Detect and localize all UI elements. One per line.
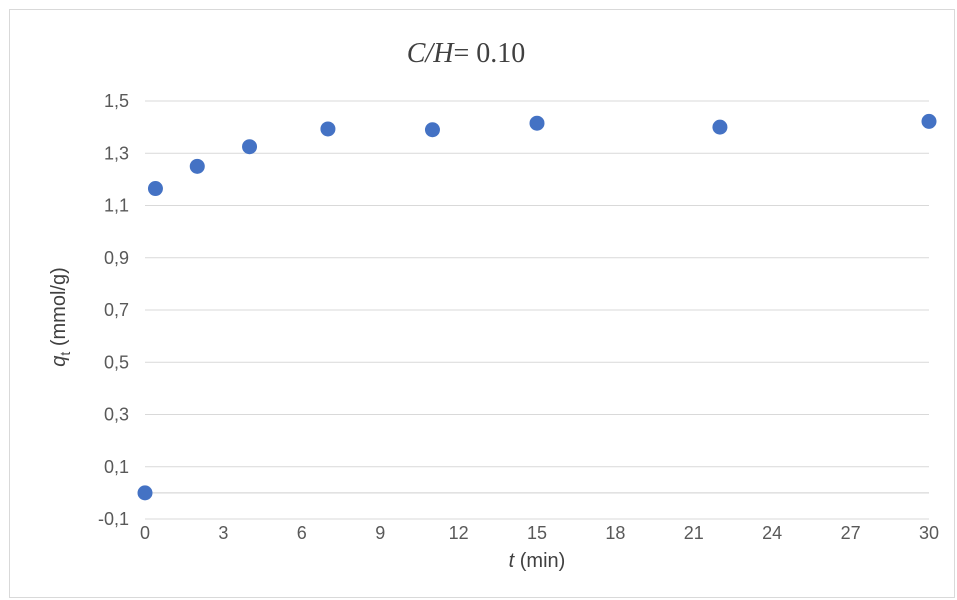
- y-tick-label: 0,7: [104, 300, 129, 320]
- x-tick-label: 9: [375, 523, 385, 543]
- y-axis-title-italic: q: [48, 356, 70, 367]
- chart-title: C/H= 0.10: [407, 38, 525, 69]
- x-tick-label: 18: [605, 523, 625, 543]
- y-axis-title-rest: (mmol/g): [48, 267, 70, 351]
- gridlines: [145, 100, 929, 520]
- x-tick-label: 0: [140, 523, 150, 543]
- x-tick-labels: 0 3 6 9 12 15 18 21 24 27 30: [140, 523, 939, 543]
- data-point: [147, 181, 163, 197]
- chart-frame: -0,1 0,1 0,3 0,5 0,7 0,9 1,1 1,3 1,5 0 3 6 9 12 15 18 2…: [9, 9, 955, 598]
- x-tick-label: 27: [841, 523, 861, 543]
- data-points: [137, 113, 937, 501]
- x-tick-label: 3: [218, 523, 228, 543]
- x-axis-title: t (min): [509, 550, 566, 572]
- data-point: [137, 485, 153, 501]
- scatter-plot: -0,1 0,1 0,3 0,5 0,7 0,9 1,1 1,3 1,5 0 3 6 9 12 15 18 2…: [48, 38, 939, 572]
- x-tick-label: 30: [919, 523, 939, 543]
- y-axis-title: qt (mmol/g): [48, 267, 73, 366]
- x-axis-title-italic: t: [509, 550, 516, 572]
- y-tick-label: 1,3: [104, 143, 129, 163]
- y-tick-label: 0,3: [104, 405, 129, 425]
- x-tick-label: 12: [449, 523, 469, 543]
- y-tick-labels: -0,1 0,1 0,3 0,5 0,7 0,9 1,1 1,3 1,5: [98, 91, 129, 529]
- x-tick-label: 15: [527, 523, 547, 543]
- data-point: [424, 122, 440, 138]
- data-point: [242, 139, 258, 155]
- x-axis-title-rest: (min): [514, 550, 565, 572]
- x-tick-label: 24: [762, 523, 782, 543]
- x-tick-label: 21: [684, 523, 704, 543]
- data-point: [921, 113, 937, 129]
- data-point: [529, 115, 545, 131]
- y-tick-label: 0,9: [104, 248, 129, 268]
- x-tick-label: 6: [297, 523, 307, 543]
- y-tick-label: -0,1: [98, 509, 129, 529]
- y-tick-label: 1,5: [104, 91, 129, 111]
- y-tick-label: 0,5: [104, 352, 129, 372]
- data-point: [320, 121, 336, 137]
- y-axis-title-subscript: t: [57, 352, 73, 356]
- y-tick-label: 1,1: [104, 196, 129, 216]
- y-tick-label: 0,1: [104, 457, 129, 477]
- data-point: [189, 158, 205, 174]
- data-point: [712, 119, 728, 135]
- chart-title-rest: = 0.10: [453, 38, 525, 69]
- chart-title-italic: C/H: [407, 38, 455, 69]
